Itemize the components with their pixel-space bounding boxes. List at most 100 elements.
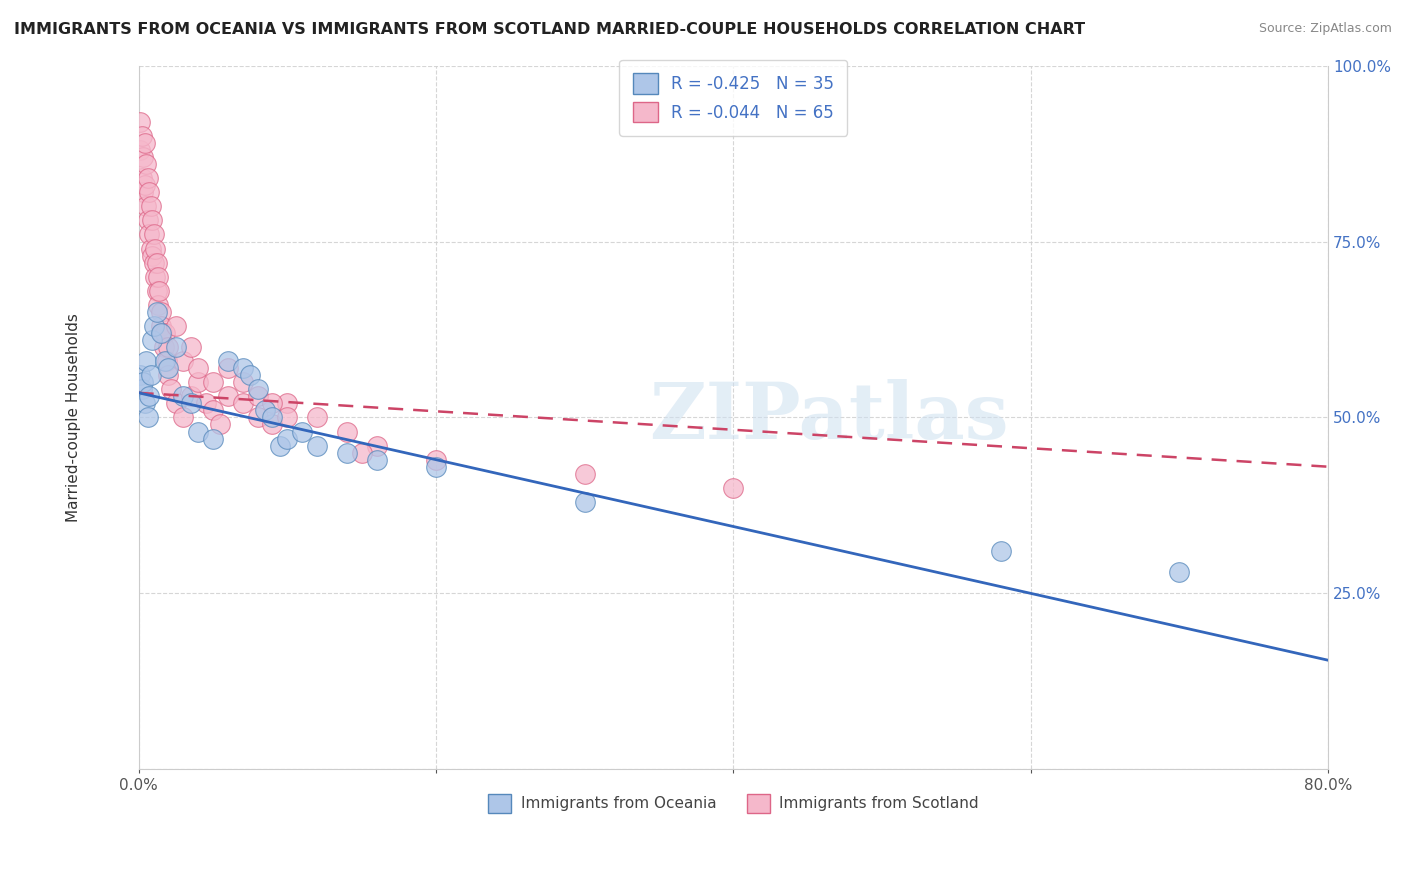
Point [209,417,232,432]
Point [141,249,163,263]
Point [574,495,596,509]
Point [165,318,187,333]
Point [149,326,172,340]
Point [155,354,177,368]
Point [143,269,166,284]
Text: IMMIGRANTS FROM OCEANIA VS IMMIGRANTS FROM SCOTLAND MARRIED-COUPLE HOUSEHOLDS CO: IMMIGRANTS FROM OCEANIA VS IMMIGRANTS FR… [14,22,1085,37]
Point [180,389,202,403]
Point [172,354,194,368]
Point [135,199,157,213]
Point [155,326,177,340]
Point [269,439,291,453]
Point [202,403,225,417]
Point [132,376,155,390]
Point [276,410,298,425]
Point [165,340,187,354]
Point [139,199,162,213]
Point [291,425,314,439]
Point [142,227,165,242]
Point [141,213,163,227]
Point [143,242,166,256]
Point [232,376,254,390]
Point [139,242,162,256]
Point [336,445,359,459]
Point [232,396,254,410]
Point [307,410,329,425]
Point [990,544,1012,558]
Point [246,382,269,396]
Point [129,368,152,383]
Point [136,410,159,425]
Text: Married-couple Households: Married-couple Households [66,313,80,522]
Point [149,305,172,319]
Point [172,410,194,425]
Point [145,255,167,269]
Point [1168,566,1191,580]
Point [276,396,298,410]
Point [139,368,162,383]
Point [366,439,388,453]
Point [262,417,284,432]
Point [132,150,155,164]
Point [138,227,160,242]
Point [141,333,163,347]
Point [148,284,170,298]
Point [157,361,180,376]
Text: ZIPatlas: ZIPatlas [648,379,1008,456]
Point [131,382,153,396]
Point [134,178,156,193]
Point [574,467,596,481]
Point [217,361,239,376]
Point [146,298,169,312]
Point [246,410,269,425]
Point [160,382,183,396]
Point [146,269,169,284]
Point [135,354,157,368]
Point [135,157,157,171]
Point [350,445,373,459]
Point [131,128,153,143]
Point [149,318,172,333]
Point [217,354,239,368]
Point [366,452,388,467]
Point [142,318,165,333]
Text: Source: ZipAtlas.com: Source: ZipAtlas.com [1258,22,1392,36]
Point [138,186,160,200]
Point [136,171,159,186]
Point [180,396,202,410]
Point [165,396,187,410]
Point [187,376,209,390]
Point [425,452,447,467]
Point [202,432,225,446]
Point [129,143,152,157]
Point [153,340,176,354]
Point [187,425,209,439]
Point [156,354,179,368]
Point [134,396,156,410]
Point [157,340,180,354]
Point [307,439,329,453]
Point [145,284,167,298]
Point [132,186,155,200]
Point [336,425,359,439]
Point [254,403,277,417]
Point [157,368,180,383]
Point [131,171,153,186]
Point [142,255,165,269]
Point [145,305,167,319]
Point [138,389,160,403]
Point [202,376,225,390]
Point [152,326,174,340]
Point [276,432,298,446]
Point [194,396,217,410]
Point [425,459,447,474]
Point [172,389,194,403]
Point [217,389,239,403]
Point [723,481,745,495]
Point [180,340,202,354]
Point [129,115,152,129]
Legend: Immigrants from Oceania, Immigrants from Scotland: Immigrants from Oceania, Immigrants from… [477,782,991,825]
Point [239,368,262,383]
Point [136,213,159,227]
Point [134,136,156,150]
